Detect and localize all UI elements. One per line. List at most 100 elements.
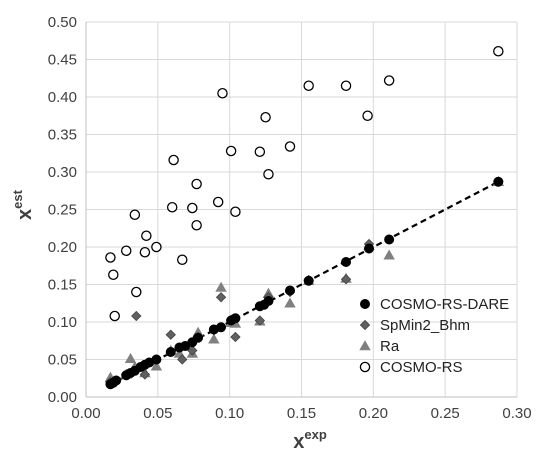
y-axis-title: xest bbox=[10, 189, 36, 220]
y-tick-label: 0.10 bbox=[48, 314, 77, 331]
gridlines bbox=[85, 21, 518, 398]
data-point bbox=[230, 313, 241, 324]
data-point bbox=[120, 245, 132, 256]
data-point bbox=[141, 230, 152, 241]
y-axis-title-base: x bbox=[14, 209, 36, 220]
data-point bbox=[284, 141, 296, 152]
y-tick-label: 0.05 bbox=[48, 352, 77, 369]
data-point bbox=[285, 285, 296, 296]
data-point bbox=[364, 243, 375, 254]
x-tick-label: 0.15 bbox=[287, 405, 316, 422]
x-axis-title: xexp bbox=[293, 427, 327, 453]
y-tick-label: 0.00 bbox=[48, 389, 77, 406]
data-point bbox=[165, 329, 176, 340]
y-tick-label: 0.15 bbox=[48, 277, 77, 294]
data-point bbox=[216, 322, 227, 333]
data-point bbox=[187, 202, 198, 214]
legend-label: COSMO-RS-DARE bbox=[380, 296, 509, 313]
y-tick-label: 0.40 bbox=[48, 89, 77, 106]
legend-item: SpMin2_Bhm bbox=[359, 317, 470, 334]
data-point bbox=[384, 234, 395, 245]
x-tick-labels: 0.00 0.05 0.10 0.15 0.20 0.25 0.30 bbox=[71, 405, 531, 422]
data-point bbox=[362, 110, 373, 122]
data-point bbox=[215, 292, 227, 303]
data-point bbox=[303, 275, 314, 286]
axes bbox=[85, 22, 517, 398]
data-point bbox=[131, 310, 142, 322]
data-point bbox=[150, 360, 163, 371]
data-series bbox=[104, 46, 505, 390]
data-point bbox=[215, 281, 227, 292]
data-point bbox=[263, 168, 274, 180]
x-axis-title-base: x bbox=[293, 431, 304, 453]
data-point bbox=[131, 286, 142, 298]
data-point bbox=[383, 75, 395, 86]
y-tick-label: 0.30 bbox=[48, 164, 77, 181]
legend-label: SpMin2_Bhm bbox=[380, 317, 470, 334]
data-point bbox=[193, 332, 204, 343]
data-point bbox=[493, 46, 504, 57]
y-tick-label: 0.25 bbox=[48, 202, 77, 219]
data-point bbox=[187, 345, 198, 356]
data-point bbox=[284, 297, 296, 308]
y-tick-label: 0.50 bbox=[48, 14, 77, 31]
data-point bbox=[254, 146, 266, 157]
x-tick-label: 0.25 bbox=[431, 405, 460, 422]
legend-marker bbox=[359, 340, 371, 351]
x-tick-label: 0.30 bbox=[502, 405, 531, 422]
y-tick-labels: 0.00 0.05 0.10 0.15 0.20 0.25 0.30 0.35 0.40 0.45… bbox=[48, 14, 77, 406]
legend-label: Ra bbox=[380, 338, 400, 355]
data-point bbox=[151, 354, 162, 365]
y-tick-label: 0.20 bbox=[48, 239, 77, 256]
data-point bbox=[166, 201, 178, 213]
legend-marker bbox=[359, 319, 371, 331]
data-point bbox=[263, 295, 274, 306]
x-tick-label: 0.05 bbox=[143, 405, 172, 422]
legend-item: COSMO-RS-DARE bbox=[359, 296, 509, 313]
data-point bbox=[129, 209, 141, 220]
legend-marker bbox=[359, 361, 371, 373]
data-point bbox=[109, 310, 120, 322]
axis-titles: xexp xest bbox=[10, 189, 327, 453]
data-point bbox=[124, 352, 137, 363]
data-point bbox=[111, 375, 122, 386]
data-point bbox=[340, 274, 352, 285]
x-axis-title-sup: exp bbox=[304, 427, 326, 442]
series-cosmo-rs bbox=[105, 46, 504, 322]
data-point bbox=[341, 256, 352, 267]
data-point bbox=[230, 206, 241, 217]
data-point bbox=[168, 154, 179, 166]
data-point bbox=[383, 249, 395, 260]
series-cosmo-rs-dare bbox=[105, 176, 504, 390]
data-point bbox=[177, 254, 188, 265]
y-tick-label: 0.45 bbox=[48, 52, 77, 69]
data-point bbox=[208, 333, 220, 344]
data-point bbox=[230, 331, 241, 343]
y-axis-title-sup: est bbox=[10, 189, 25, 208]
data-point bbox=[254, 315, 266, 326]
x-tick-label: 0.10 bbox=[215, 405, 244, 422]
data-point bbox=[303, 80, 314, 92]
data-point bbox=[105, 252, 116, 263]
legend-item: Ra bbox=[359, 338, 400, 355]
legend-item: COSMO-RS bbox=[359, 359, 463, 376]
y-tick-label: 0.35 bbox=[48, 127, 77, 144]
legend: COSMO-RS-DARE SpMin2_Bhm Ra COSMO-RS bbox=[359, 296, 509, 376]
data-point bbox=[191, 219, 202, 231]
data-point bbox=[191, 178, 202, 190]
data-point bbox=[139, 369, 151, 380]
x-tick-label: 0.20 bbox=[359, 405, 388, 422]
legend-marker bbox=[359, 298, 370, 309]
data-point bbox=[151, 241, 162, 253]
legend-label: COSMO-RS bbox=[380, 359, 463, 376]
data-point bbox=[340, 80, 352, 92]
data-point bbox=[165, 346, 176, 357]
data-point bbox=[108, 269, 119, 280]
x-tick-label: 0.00 bbox=[71, 405, 100, 422]
data-point bbox=[212, 196, 224, 208]
data-point bbox=[139, 246, 151, 258]
data-point bbox=[177, 354, 188, 365]
data-point bbox=[260, 112, 271, 123]
